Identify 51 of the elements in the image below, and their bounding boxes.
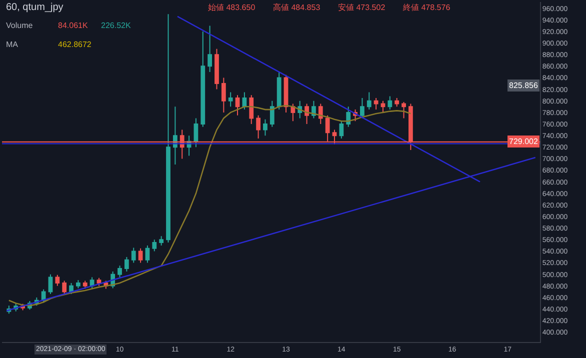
candlestick [214,48,219,90]
candlestick [290,103,296,122]
candlestick [55,274,60,286]
candlestick [276,71,282,110]
candlestick [318,103,323,125]
annotation: 高値 484.853 [273,3,321,12]
candlestick [346,106,351,128]
candlestick [138,248,143,264]
candlestick [62,280,67,296]
candlestick [380,100,386,113]
line-series [8,104,412,306]
candlestick [76,280,80,289]
candlestick [249,94,254,125]
candlestick [388,96,392,110]
annotation: 84.061K [58,21,88,30]
candlestick [263,118,268,136]
annotation: 安値 473.502 [338,3,386,12]
annotation: 462.8672 [58,40,92,49]
candlestick [366,92,372,110]
ref-line-label: 729.002 [509,137,538,146]
candlestick [152,239,157,252]
candlestick [228,92,233,108]
candlestick [82,280,88,290]
candlestick [221,77,226,113]
candlestick [402,102,406,119]
candlestick [48,274,53,295]
annotation: 終値 478.576 [402,3,451,12]
candlestick [118,265,122,278]
annotation: Volume [6,21,34,30]
candlestick [208,25,212,72]
annotation: MA [6,40,19,49]
candlestick [270,100,274,128]
candlestick [159,236,164,246]
candlestick [374,97,378,110]
candlestick [41,288,46,304]
candlestick [200,30,206,128]
annotation: 始値 483.650 [208,3,256,12]
chart-title: 60, qtum_jpy [6,2,64,13]
annotation: 825.856 [509,81,538,90]
candlestick [194,118,198,148]
candlestick [339,120,344,139]
candlestick [145,244,150,264]
candlestick [166,14,170,244]
candlestick [360,97,364,119]
annotation: 226.52K [101,21,132,30]
candlestick [124,256,129,272]
candlestick [256,114,260,139]
candlestick [394,97,400,108]
candlestick [235,94,240,116]
candlestick [90,276,94,289]
candlestick [131,247,136,264]
